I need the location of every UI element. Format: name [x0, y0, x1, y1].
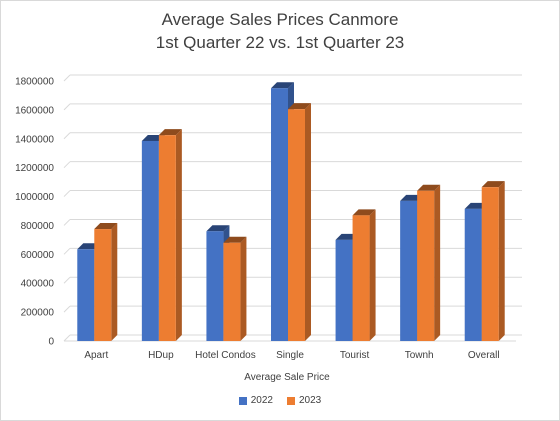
gridline-depth-5 — [63, 190, 71, 197]
bar-2023-hdup-top — [158, 129, 182, 136]
bar-2023-apart-side — [111, 223, 118, 341]
bar-2023-townh-top — [417, 184, 441, 191]
bar-2022-hotel-condos-top — [206, 225, 230, 232]
bar-2023-tourist — [352, 215, 370, 341]
legend-item-2022: 2022 — [238, 395, 273, 406]
bar-2023-overall-side — [498, 181, 505, 341]
x-tick-label-2: Hotel Condos — [195, 350, 256, 361]
x-axis-title: Average Sale Price — [244, 372, 330, 383]
bar-2022-single — [271, 88, 288, 341]
y-tick-label-9: 1800000 — [15, 77, 54, 88]
chart-title: Average Sales Prices Canmore — [161, 10, 399, 29]
bar-2023-hdup — [158, 135, 176, 341]
bar-2022-hotel-condos — [206, 231, 224, 341]
chart-subtitle: 1st Quarter 22 vs. 1st Quarter 23 — [155, 33, 405, 52]
y-tick-label-1: 200000 — [21, 308, 55, 319]
bar-2023-tourist-side — [369, 209, 376, 341]
y-tick-label-7: 1400000 — [15, 134, 54, 145]
y-tick-label-6: 1200000 — [15, 163, 54, 174]
bar-2022-single-top — [271, 82, 294, 89]
bar-2023-townh — [417, 190, 435, 341]
gridline-depth-1 — [63, 305, 71, 313]
gridline-depth-3 — [63, 247, 71, 255]
legend-label-2023: 2023 — [299, 395, 322, 406]
y-tick-label-3: 600000 — [21, 250, 55, 261]
gridline-depth-4 — [63, 219, 71, 226]
y-tick-label-2: 400000 — [21, 279, 55, 290]
gridline-depth-6 — [63, 161, 71, 169]
x-tick-label-4: Tourist — [340, 350, 370, 361]
x-tick-label-0: Apart — [84, 350, 108, 361]
bar-2023-single-top — [288, 103, 311, 110]
bar-2022-apart — [77, 249, 95, 341]
bar-2022-overall — [464, 208, 482, 341]
bar-2023-hotel-condos-side — [240, 236, 247, 341]
y-tick-label-8: 1600000 — [15, 105, 54, 116]
legend-swatch-2022 — [238, 396, 247, 405]
bar-2022-townh — [400, 200, 418, 341]
bar-2023-townh-side — [434, 184, 441, 341]
bar-2023-hdup-side — [175, 129, 182, 341]
bar-2023-single-side — [305, 103, 311, 342]
gridline-depth-2 — [63, 276, 71, 284]
legend-label-2022: 2022 — [250, 395, 273, 406]
bar-2023-overall-top — [481, 181, 505, 188]
gridline-depth-0 — [63, 334, 71, 342]
gridline-depth-7 — [63, 132, 71, 140]
chart-legend: 2022 2023 — [0, 395, 560, 406]
bar-2022-hdup — [141, 140, 159, 341]
legend-swatch-2023 — [287, 396, 295, 405]
y-tick-label-5: 1000000 — [15, 192, 54, 203]
bar-2023-apart — [94, 229, 112, 341]
bar-2023-single — [288, 109, 305, 342]
gridline-depth-9 — [63, 74, 71, 82]
bar-2022-tourist — [335, 239, 353, 341]
x-tick-label-1: HDup — [148, 350, 174, 361]
bar-2023-apart-top — [94, 223, 118, 230]
x-tick-label-5: Townh — [405, 350, 434, 361]
y-tick-label-0: 0 — [48, 337, 54, 348]
bar-2023-hotel-condos-top — [223, 236, 247, 243]
x-tick-label-3: Single — [276, 350, 304, 361]
gridline-depth-8 — [63, 103, 71, 111]
y-tick-label-4: 800000 — [21, 221, 55, 232]
legend-item-2023: 2023 — [287, 395, 321, 406]
bar-2023-hotel-condos — [223, 242, 241, 341]
x-tick-label-6: Overall — [468, 350, 500, 361]
bar-2023-overall — [481, 187, 499, 341]
bar-2023-tourist-top — [352, 209, 376, 216]
